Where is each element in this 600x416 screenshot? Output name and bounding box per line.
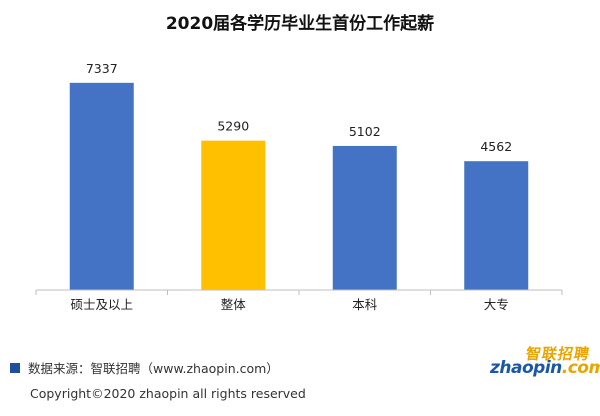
bar (69, 82, 134, 290)
zhaopin-logo: 智联招聘 zhaopin.com (488, 343, 600, 379)
bar-value-label: 5290 (217, 119, 249, 134)
category-label: 硕士及以上 (70, 297, 133, 312)
category-label: 整体 (221, 297, 247, 312)
logo-domain-tld: .com (561, 358, 600, 378)
copyright-text: Copyright©2020 zhaopin all rights reserv… (30, 386, 306, 401)
logo-domain-name: zhaopin (490, 358, 562, 378)
bar (201, 140, 266, 290)
bar-chart: 7337 5290 5102 4562 硕士及以上 整体 本科 大专 (35, 61, 563, 312)
source-marker-icon (10, 362, 20, 373)
bar (464, 161, 529, 290)
category-label: 本科 (352, 297, 378, 312)
logo-domain: zhaopin.com (490, 358, 600, 378)
category-label: 大专 (484, 297, 509, 312)
bar-value-label: 5102 (349, 124, 381, 139)
bar-value-label: 4562 (480, 139, 512, 154)
bar (332, 145, 397, 290)
data-source-text: 数据来源：智联招聘（www.zhaopin.com） (28, 361, 279, 376)
chart-title: 2020届各学历毕业生首份工作起薪 (165, 14, 435, 34)
data-source: 数据来源：智联招聘（www.zhaopin.com） (10, 358, 279, 377)
bar-value-label: 7337 (86, 61, 118, 76)
